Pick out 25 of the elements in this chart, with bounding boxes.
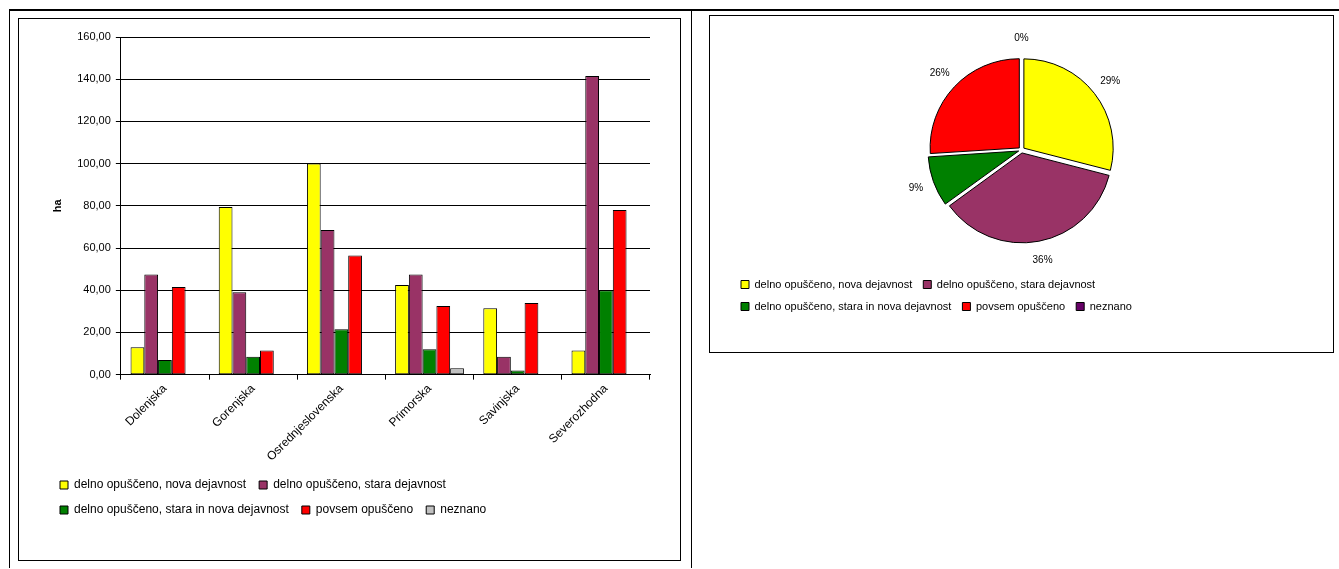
text: 0% xyxy=(1014,31,1029,43)
data-label: 29% xyxy=(1100,74,1121,86)
data-label: 9% xyxy=(908,181,924,193)
y-tick-label: 140,00 xyxy=(77,72,111,85)
legend-label: neznano xyxy=(1089,299,1132,312)
legend-label: delno opuščeno, nova dejavnost xyxy=(754,277,913,290)
data-label: 36% xyxy=(1032,253,1053,265)
y-tick-label: 60,00 xyxy=(83,241,111,254)
y-axis-title: ha xyxy=(50,198,63,213)
y-tick-label: 120,00 xyxy=(77,114,111,127)
legend-label: neznano xyxy=(440,502,487,517)
legend-label: povsem opuščeno xyxy=(975,299,1066,312)
legend-label: delno opuščeno, stara in nova dejavnost xyxy=(74,502,290,517)
y-tick-label: 100,00 xyxy=(77,156,111,169)
legend-label: povsem opuščeno xyxy=(315,502,414,517)
y-tick-label: 0,00 xyxy=(89,367,111,380)
data-label: 26% xyxy=(929,66,950,78)
y-tick-label: 20,00 xyxy=(83,325,111,338)
y-tick-label: 160,00 xyxy=(77,30,111,43)
legend-label: delno opuščeno, nova dejavnost xyxy=(74,477,247,492)
legend-label: delno opuščeno, stara dejavnost xyxy=(273,477,447,492)
legend-label: delno opuščeno, stara dejavnost xyxy=(936,277,1096,290)
legend-label: delno opuščeno, stara in nova dejavnost xyxy=(754,299,952,312)
y-tick-label: 40,00 xyxy=(83,283,111,296)
y-tick-label: 80,00 xyxy=(83,198,111,211)
